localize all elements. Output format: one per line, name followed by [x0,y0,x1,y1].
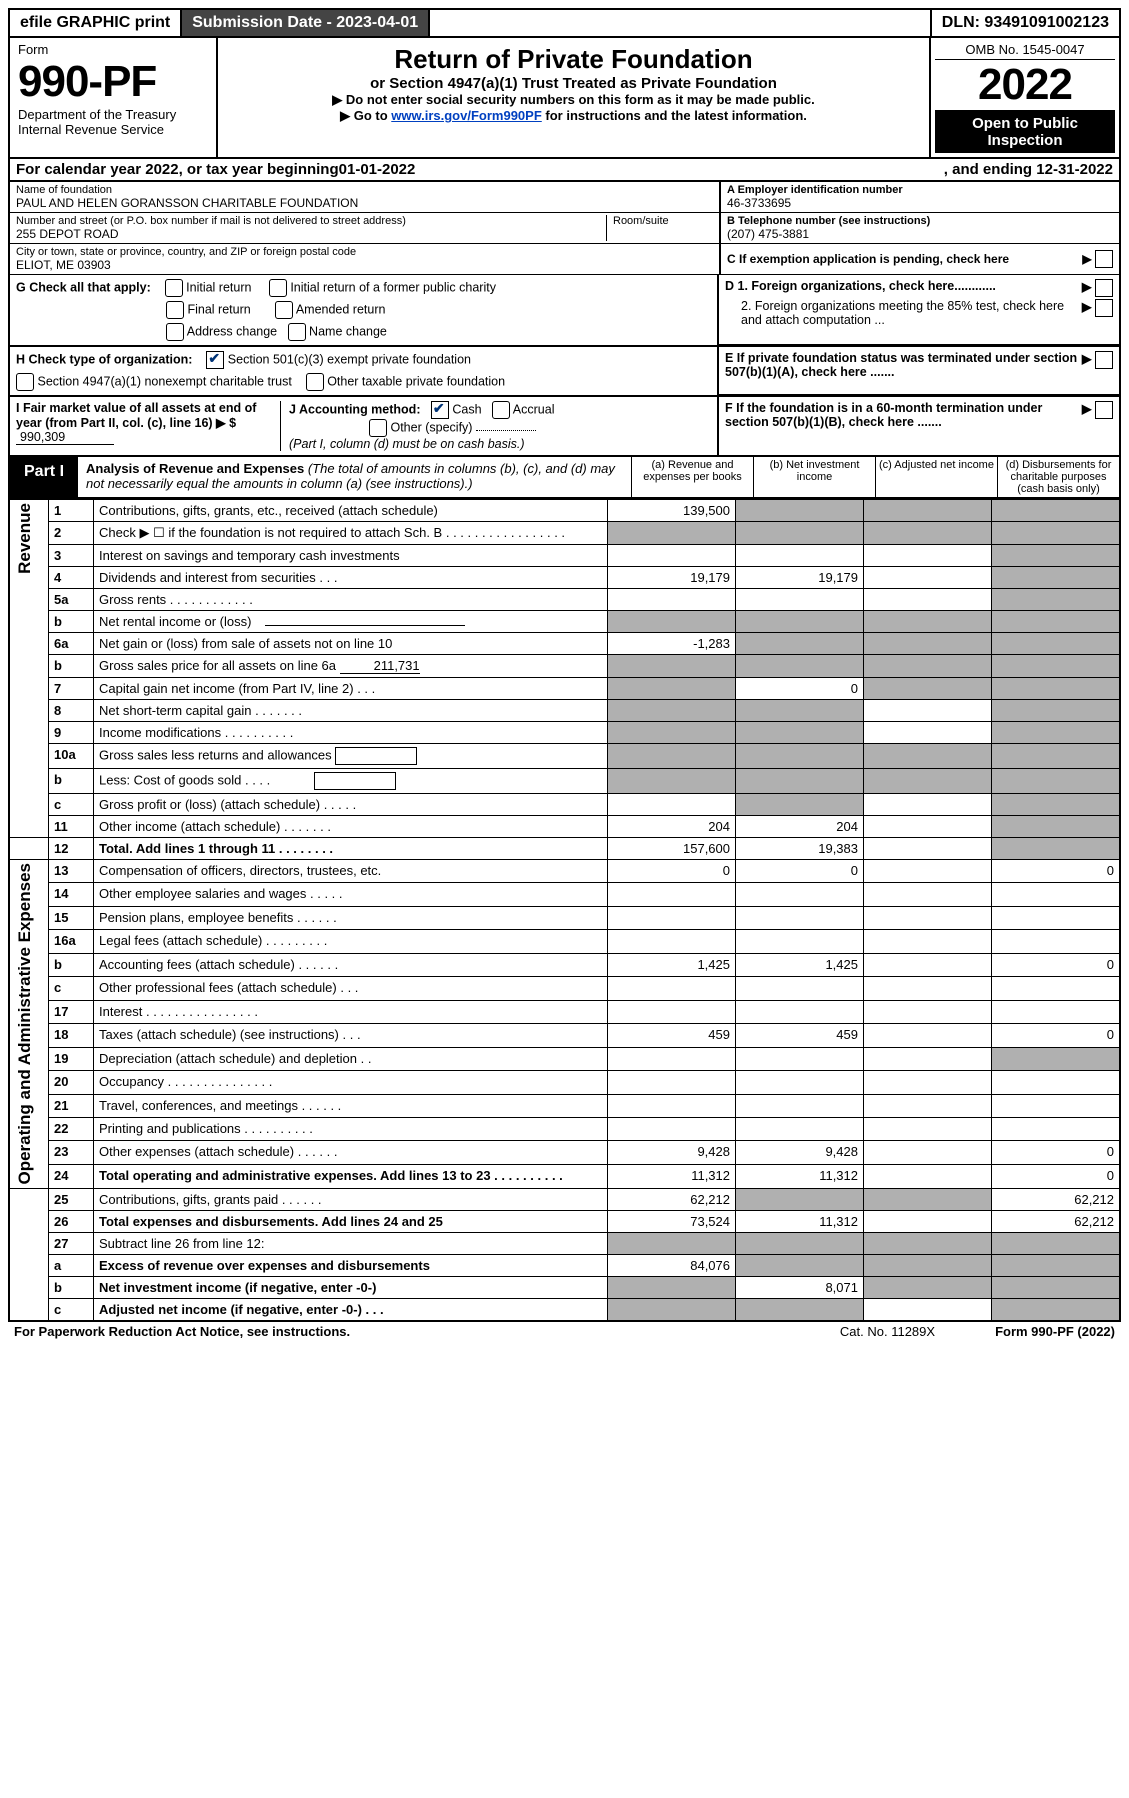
revenue-side-label: Revenue [15,503,35,574]
c-checkbox[interactable] [1095,250,1113,268]
form-header: Form 990-PF Department of the Treasury I… [8,38,1121,159]
part-1-table: Revenue 1Contributions, gifts, grants, e… [8,499,1121,1322]
j-note: (Part I, column (d) must be on cash basi… [289,437,711,451]
instruction-2: ▶ Go to www.irs.gov/Form990PF for instru… [224,108,923,124]
city-label: City or town, state or province, country… [16,246,713,258]
submission-date: Submission Date - 2023-04-01 [182,10,430,36]
irs-link[interactable]: www.irs.gov/Form990PF [391,108,542,123]
page-footer: For Paperwork Reduction Act Notice, see … [8,1322,1121,1341]
d2-label: 2. Foreign organizations meeting the 85%… [725,299,1082,327]
form-number: 990-PF [18,57,208,107]
i-label: I Fair market value of all assets at end… [16,401,256,430]
g-label: G Check all that apply: [16,280,151,294]
col-d-header: (d) Disbursements for charitable purpose… [997,457,1119,497]
col-a-header: (a) Revenue and expenses per books [631,457,753,497]
f-label: F If the foundation is in a 60-month ter… [725,401,1082,451]
dept-line1: Department of the Treasury [18,107,208,122]
entity-info: Name of foundation PAUL AND HELEN GORANS… [8,182,1121,275]
c-label: C If exemption application is pending, c… [727,252,1082,266]
pra-notice: For Paperwork Reduction Act Notice, see … [14,1324,350,1339]
f-checkbox[interactable] [1095,401,1113,419]
section-h-e: H Check type of organization: Section 50… [8,347,1121,397]
section-g-d: G Check all that apply: Initial return I… [8,275,1121,347]
name-label: Name of foundation [16,184,713,196]
col-c-header: (c) Adjusted net income [875,457,997,497]
part-title: Analysis of Revenue and Expenses [86,461,304,476]
room-label: Room/suite [613,215,713,227]
cash-checkbox[interactable] [431,401,449,419]
instruction-1: ▶ Do not enter social security numbers o… [224,92,923,108]
j-label: J Accounting method: [289,402,420,416]
tax-year: 2022 [935,60,1115,111]
form-subtitle: or Section 4947(a)(1) Trust Treated as P… [224,75,923,92]
form-word: Form [18,42,208,57]
dept-line2: Internal Revenue Service [18,122,208,137]
section-i-j-f: I Fair market value of all assets at end… [8,397,1121,457]
other-taxable-checkbox[interactable] [306,373,324,391]
ein-value: 46-3733695 [727,196,1113,210]
other-method-checkbox[interactable] [369,419,387,437]
calendar-year-row: For calendar year 2022, or tax year begi… [8,159,1121,182]
city-value: ELIOT, ME 03903 [16,258,713,272]
name-change-checkbox[interactable] [288,323,306,341]
col-b-header: (b) Net investment income [753,457,875,497]
accrual-checkbox[interactable] [492,401,510,419]
4947-checkbox[interactable] [16,373,34,391]
d2-checkbox[interactable] [1095,299,1113,317]
e-label: E If private foundation status was termi… [725,351,1082,390]
h-label: H Check type of organization: [16,352,192,366]
fmv-value: 990,309 [16,430,114,445]
cat-no: Cat. No. 11289X [840,1324,935,1339]
expenses-side-label: Operating and Administrative Expenses [15,863,35,1185]
e-checkbox[interactable] [1095,351,1113,369]
amended-return-checkbox[interactable] [275,301,293,319]
form-title: Return of Private Foundation [224,44,923,75]
arrow-icon: ▶ [1082,252,1091,266]
open-public-badge: Open to Public Inspection [935,111,1115,153]
address-change-checkbox[interactable] [166,323,184,341]
part-1-header: Part I Analysis of Revenue and Expenses … [8,457,1121,499]
d1-checkbox[interactable] [1095,279,1113,297]
phone-label: B Telephone number (see instructions) [727,215,1113,227]
phone-value: (207) 475-3881 [727,227,1113,241]
final-return-checkbox[interactable] [166,301,184,319]
efile-print-label[interactable]: efile GRAPHIC print [10,10,182,36]
ein-label: A Employer identification number [727,184,1113,196]
initial-return-checkbox[interactable] [165,279,183,297]
part-badge: Part I [10,457,78,497]
addr-label: Number and street (or P.O. box number if… [16,215,606,227]
omb-number: OMB No. 1545-0047 [935,42,1115,60]
initial-public-checkbox[interactable] [269,279,287,297]
form-footer: Form 990-PF (2022) [995,1324,1115,1339]
foundation-name: PAUL AND HELEN GORANSSON CHARITABLE FOUN… [16,196,713,210]
street-address: 255 DEPOT ROAD [16,227,606,241]
d1-label: D 1. Foreign organizations, check here..… [725,279,1082,297]
dln: DLN: 93491091002123 [930,10,1119,36]
501c3-checkbox[interactable] [206,351,224,369]
top-bar: efile GRAPHIC print Submission Date - 20… [8,8,1121,38]
